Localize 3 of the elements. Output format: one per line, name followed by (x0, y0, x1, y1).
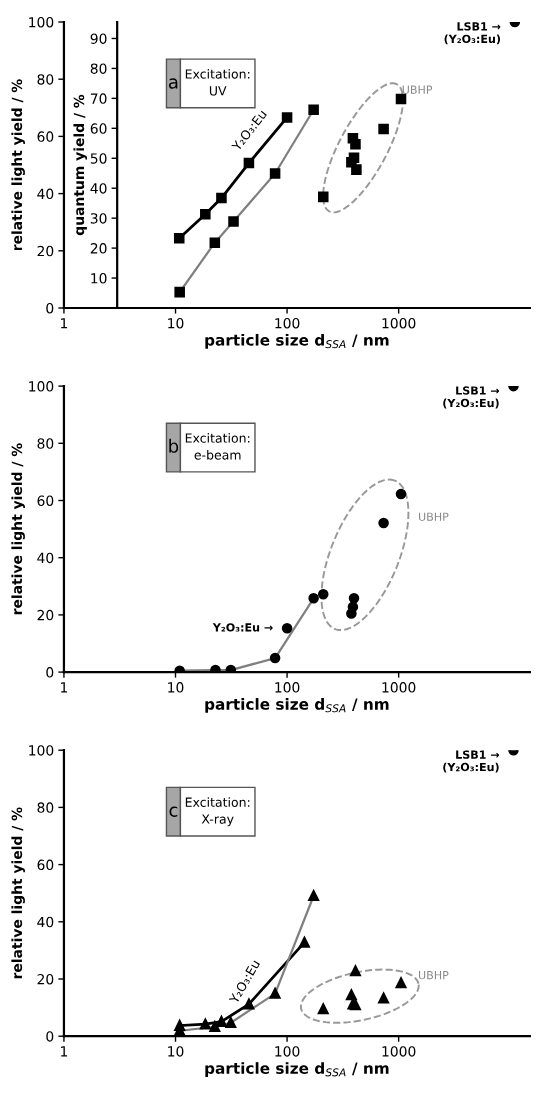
annotation: b (169, 438, 179, 453)
annotation: c (169, 806, 178, 817)
annotation: a (168, 78, 178, 89)
